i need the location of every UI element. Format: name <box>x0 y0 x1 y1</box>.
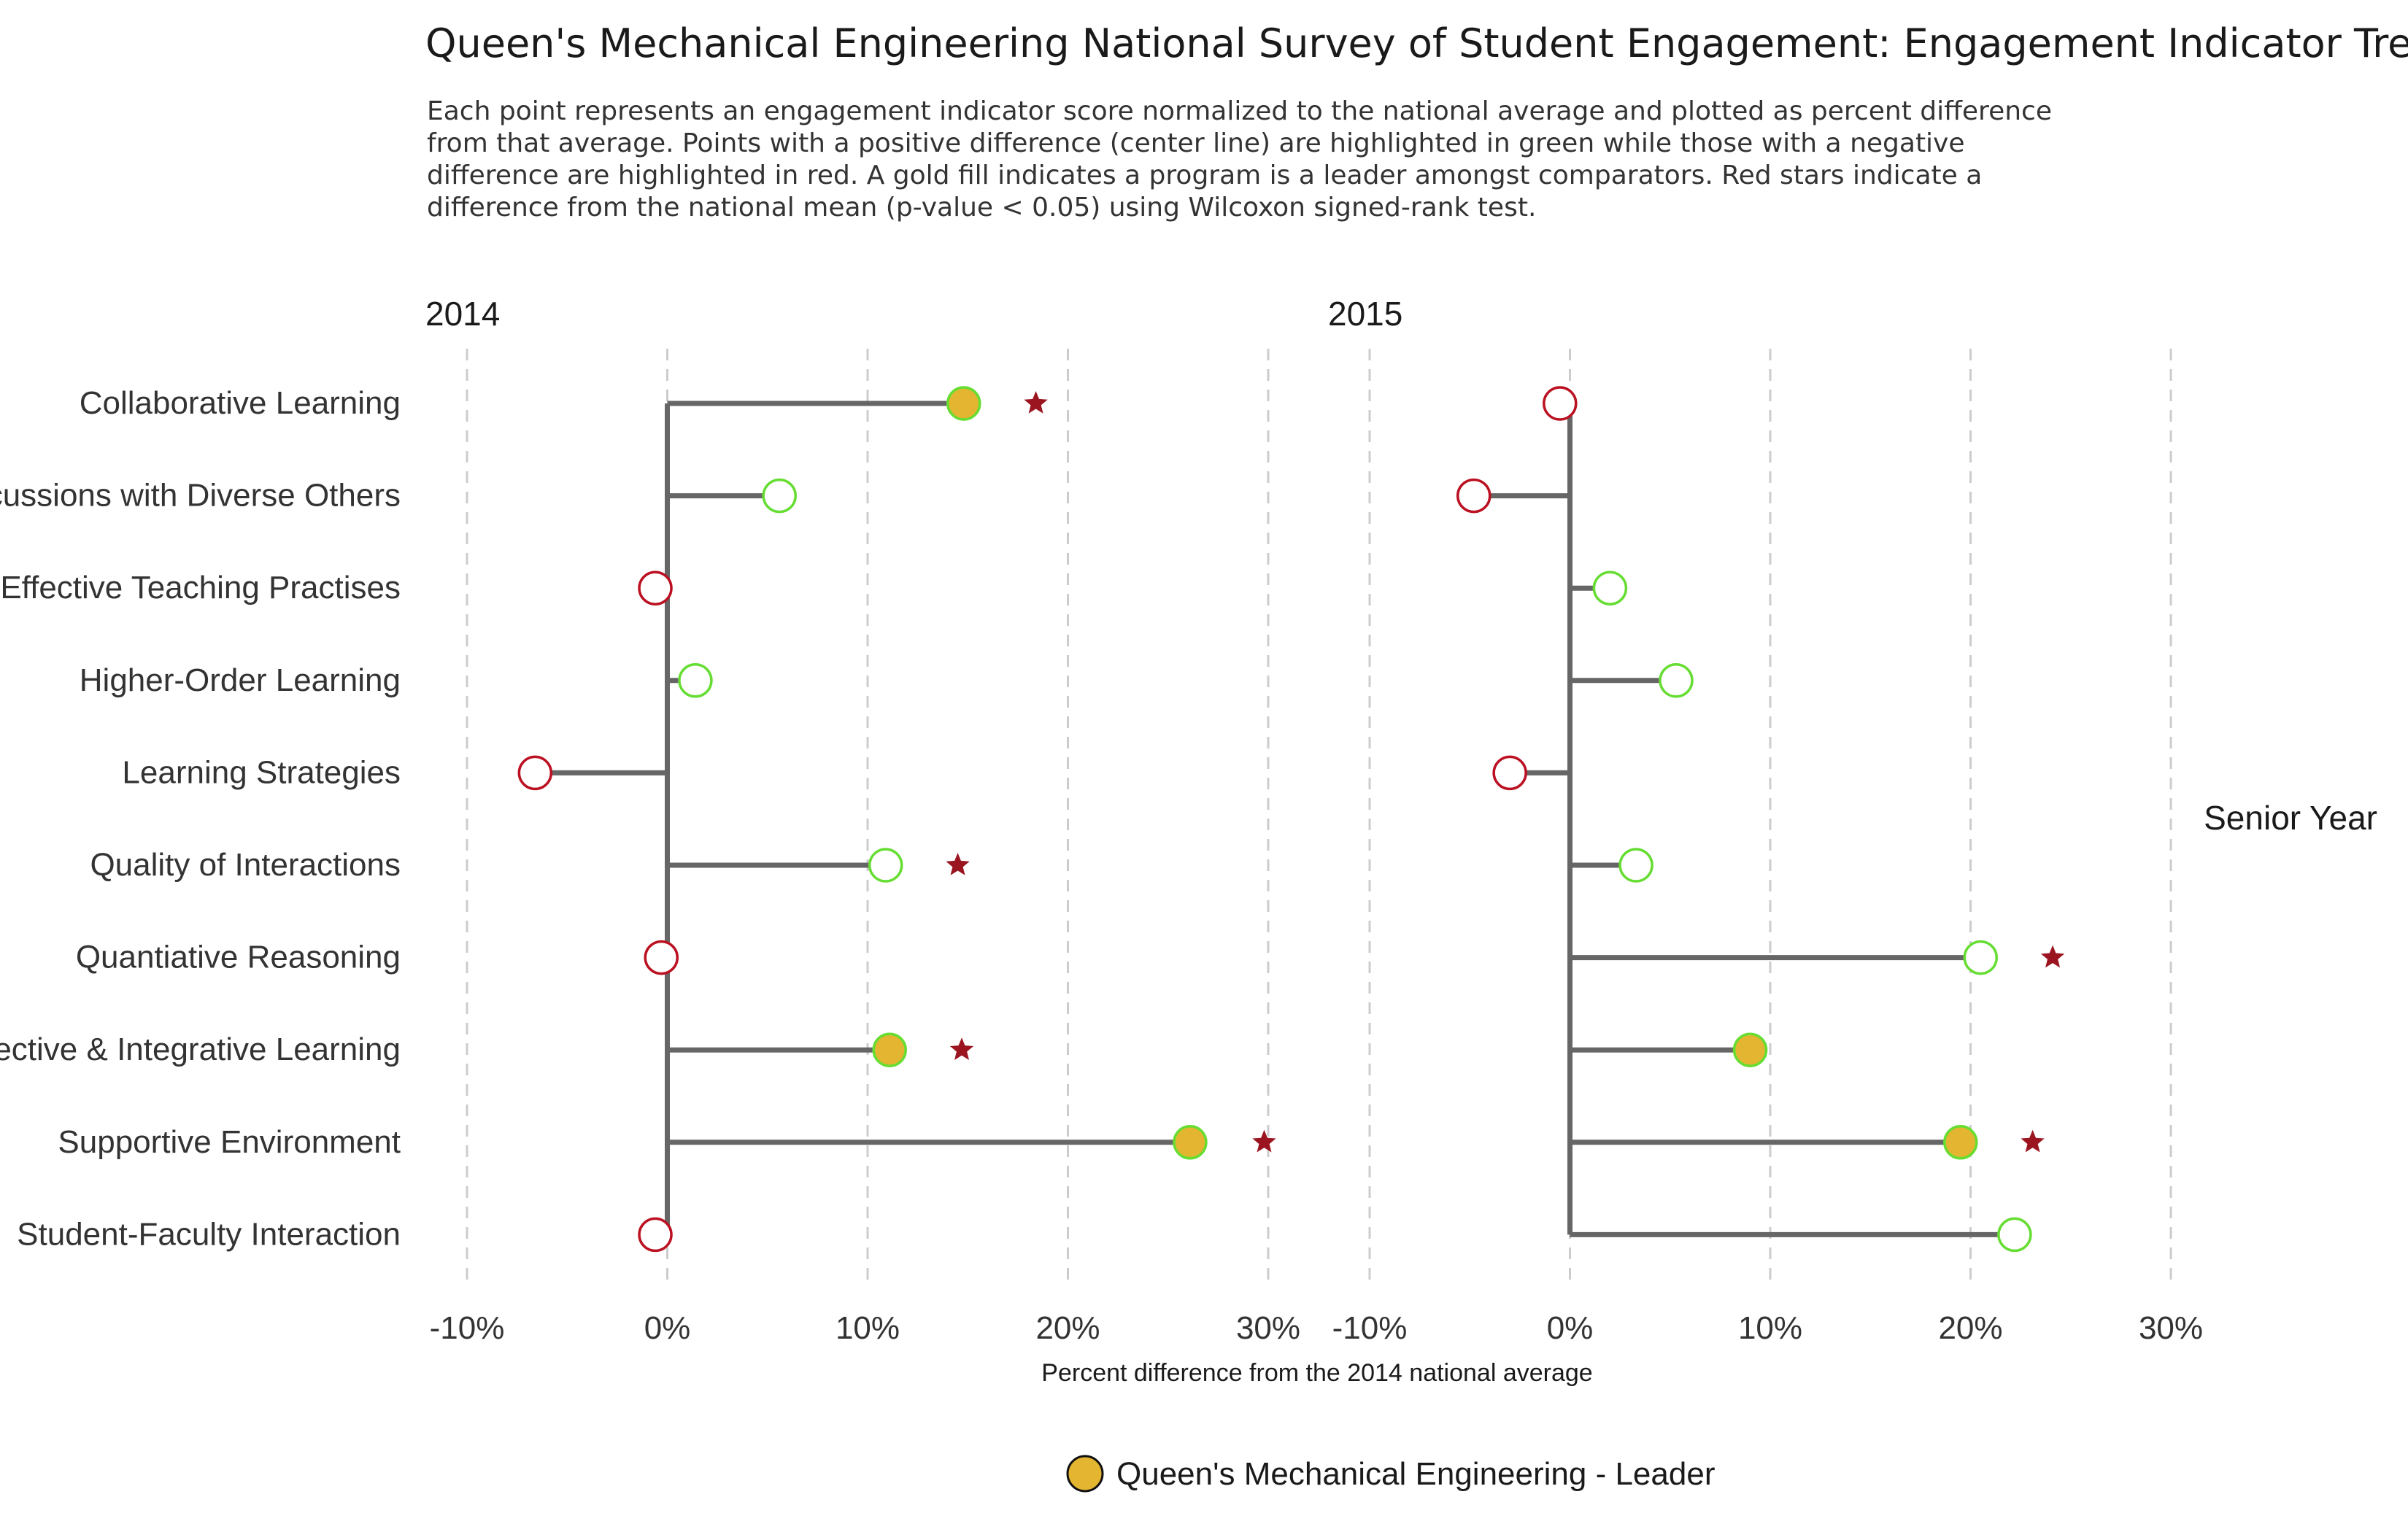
panel-title: 2014 <box>425 295 500 333</box>
data-point <box>517 755 553 791</box>
legend-swatch <box>1066 1455 1104 1493</box>
legend: Queen's Mechanical Engineering - Leader <box>1066 1455 1715 1493</box>
chart-subtitle: Each point represents an engagement indi… <box>427 96 2052 223</box>
data-point <box>1456 478 1492 514</box>
data-point <box>1659 663 1694 698</box>
category-label: Higher-Order Learning <box>80 662 401 698</box>
data-point <box>1732 1032 1768 1067</box>
significance-star <box>946 853 970 875</box>
category-label: Learning Strategies <box>122 754 401 790</box>
data-point <box>946 386 981 421</box>
data-point <box>1173 1125 1208 1160</box>
data-point <box>638 1217 673 1253</box>
category-label: Effective Teaching Practises <box>0 570 401 606</box>
x-tick-label: 10% <box>836 1310 900 1346</box>
x-tick-label: 20% <box>1938 1310 2002 1346</box>
data-point <box>868 848 903 883</box>
data-point <box>1492 755 1527 791</box>
data-point <box>1618 848 1653 883</box>
subtitle-line: Each point represents an engagement indi… <box>427 96 2052 126</box>
significance-star <box>2021 1129 2045 1153</box>
subtitle-line: difference are highlighted in red. A gol… <box>427 160 1982 190</box>
x-tick-label: 0% <box>1547 1310 1594 1346</box>
data-point <box>1543 386 1578 421</box>
x-tick-label: 20% <box>1035 1310 1100 1346</box>
significance-star <box>949 1037 974 1060</box>
legend-label: Queen's Mechanical Engineering - Leader <box>1116 1456 1715 1492</box>
points <box>517 386 2065 1253</box>
data-point <box>1592 570 1628 606</box>
stems <box>535 401 2015 1237</box>
x-tick-label: 0% <box>644 1310 691 1346</box>
category-label: Supportive Environment <box>58 1124 401 1160</box>
data-point <box>762 478 797 514</box>
data-point <box>638 570 673 606</box>
subtitle-line: difference from the national mean (p-val… <box>427 193 1536 223</box>
significance-star <box>2040 945 2065 968</box>
x-tick-label: 30% <box>2139 1310 2203 1346</box>
data-point <box>644 940 679 975</box>
category-label: Collaborative Learning <box>80 385 401 421</box>
x-tick-label: 10% <box>1738 1310 1802 1346</box>
category-label: Quantiative Reasoning <box>76 940 401 975</box>
x-axis-title: Percent difference from the 2014 nationa… <box>1041 1359 1592 1387</box>
x-tick-label: 30% <box>1236 1310 1300 1346</box>
labels: Collaborative Learning Discussions with D… <box>0 295 2377 1387</box>
data-point <box>678 663 713 698</box>
data-point <box>1997 1217 2032 1253</box>
data-point <box>872 1032 907 1067</box>
chart-title: Queen's Mechanical Engineering National … <box>425 20 2408 66</box>
data-point <box>1943 1125 1978 1160</box>
panel-title: 2015 <box>1328 295 1402 333</box>
significance-star <box>1252 1129 1276 1153</box>
category-label: Student-Faculty Interaction <box>17 1216 401 1252</box>
data-point <box>1963 940 1998 975</box>
facet-strip-label: Senior Year <box>2204 799 2377 837</box>
significance-star <box>1024 391 1048 414</box>
x-tick-label: -10% <box>1332 1310 1408 1346</box>
category-label: Quality of Interactions <box>90 847 401 883</box>
subtitle-line: from that average. Points with a positiv… <box>427 128 1965 158</box>
category-label: Discussions with Diverse Others <box>0 478 401 514</box>
x-tick-label: -10% <box>430 1310 505 1346</box>
category-label: Reflective & Integrative Learning <box>0 1032 401 1067</box>
